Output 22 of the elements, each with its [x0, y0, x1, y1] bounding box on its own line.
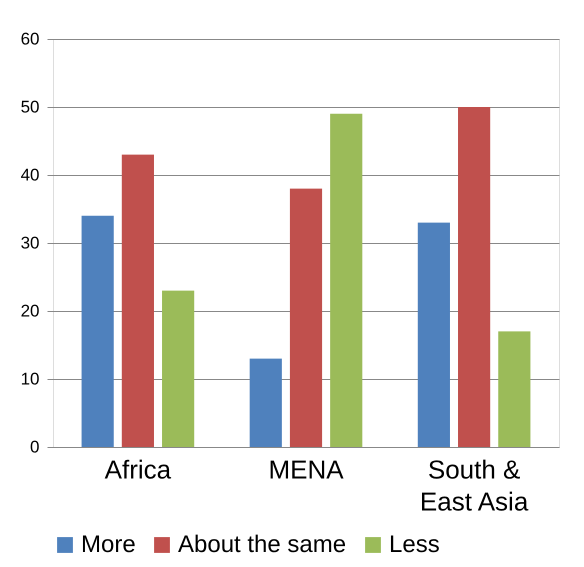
x-tick-label: MENA	[268, 454, 344, 484]
bar	[290, 188, 322, 447]
y-tick-label: 20	[20, 302, 40, 320]
legend-label: Less	[389, 531, 440, 558]
y-tick-label: 40	[20, 166, 40, 184]
bar	[458, 107, 490, 447]
bar	[250, 358, 282, 447]
y-tick-label: 50	[20, 98, 40, 116]
y-tick-label: 30	[20, 234, 40, 252]
y-tick-label: 0	[30, 438, 40, 456]
bar	[82, 216, 114, 447]
legend-label: More	[81, 531, 136, 558]
bar	[418, 222, 450, 447]
bar	[122, 154, 154, 447]
y-tick-label: 60	[20, 30, 40, 48]
y-tick-label: 10	[20, 370, 40, 388]
x-tick-label: South & East Asia	[420, 454, 529, 516]
bar	[330, 114, 362, 447]
bar	[162, 290, 194, 447]
bar	[498, 331, 530, 447]
legend-label: About the same	[178, 531, 346, 558]
x-tick-label: Africa	[104, 454, 172, 484]
